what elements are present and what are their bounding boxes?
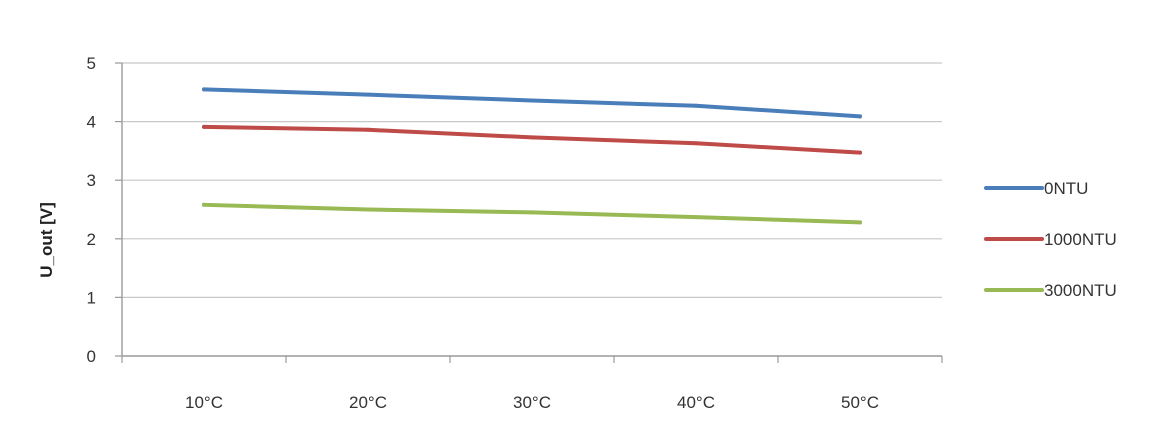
legend-label: 0NTU [1044, 179, 1088, 198]
data-point-1000NTU [858, 150, 862, 155]
y-tick-label: 5 [87, 54, 96, 73]
data-point-3000NTU [366, 207, 370, 212]
data-point-3000NTU [858, 220, 862, 225]
data-point-1000NTU [202, 124, 206, 129]
x-tick-label: 10°C [185, 393, 223, 412]
series-line-0NTU [202, 87, 862, 119]
data-point-1000NTU [366, 127, 370, 132]
legend-label: 3000NTU [1044, 281, 1117, 300]
series-line-1000NTU [202, 124, 862, 155]
y-tick-label: 1 [87, 288, 96, 307]
data-point-1000NTU [530, 135, 534, 140]
legend-label: 1000NTU [1044, 230, 1117, 249]
data-point-1000NTU [694, 141, 698, 146]
tick-labels: 0 1 2 3 4 5 10°C 20°C 30°C 40°C 50°C [87, 54, 879, 412]
y-tick-label: 0 [87, 347, 96, 366]
gridlines [122, 62, 942, 298]
data-point-0NTU [202, 87, 206, 92]
data-point-3000NTU [530, 210, 534, 215]
x-tick-label: 40°C [677, 393, 715, 412]
data-point-0NTU [366, 92, 370, 97]
data-point-3000NTU [202, 202, 206, 207]
series-lines [202, 87, 862, 225]
y-tick-label: 3 [87, 171, 96, 190]
data-point-0NTU [530, 98, 534, 103]
data-point-3000NTU [694, 215, 698, 220]
y-axis-label: U_out [V] [37, 202, 56, 278]
data-point-0NTU [694, 103, 698, 108]
x-tick-label: 30°C [513, 393, 551, 412]
x-tick-label: 50°C [841, 393, 879, 412]
y-tick-label: 2 [87, 230, 96, 249]
x-tick-label: 20°C [349, 393, 387, 412]
data-point-0NTU [858, 114, 862, 119]
legend: 0NTU 1000NTU 3000NTU [984, 179, 1117, 300]
axes [115, 62, 943, 363]
y-tick-label: 4 [87, 113, 96, 132]
